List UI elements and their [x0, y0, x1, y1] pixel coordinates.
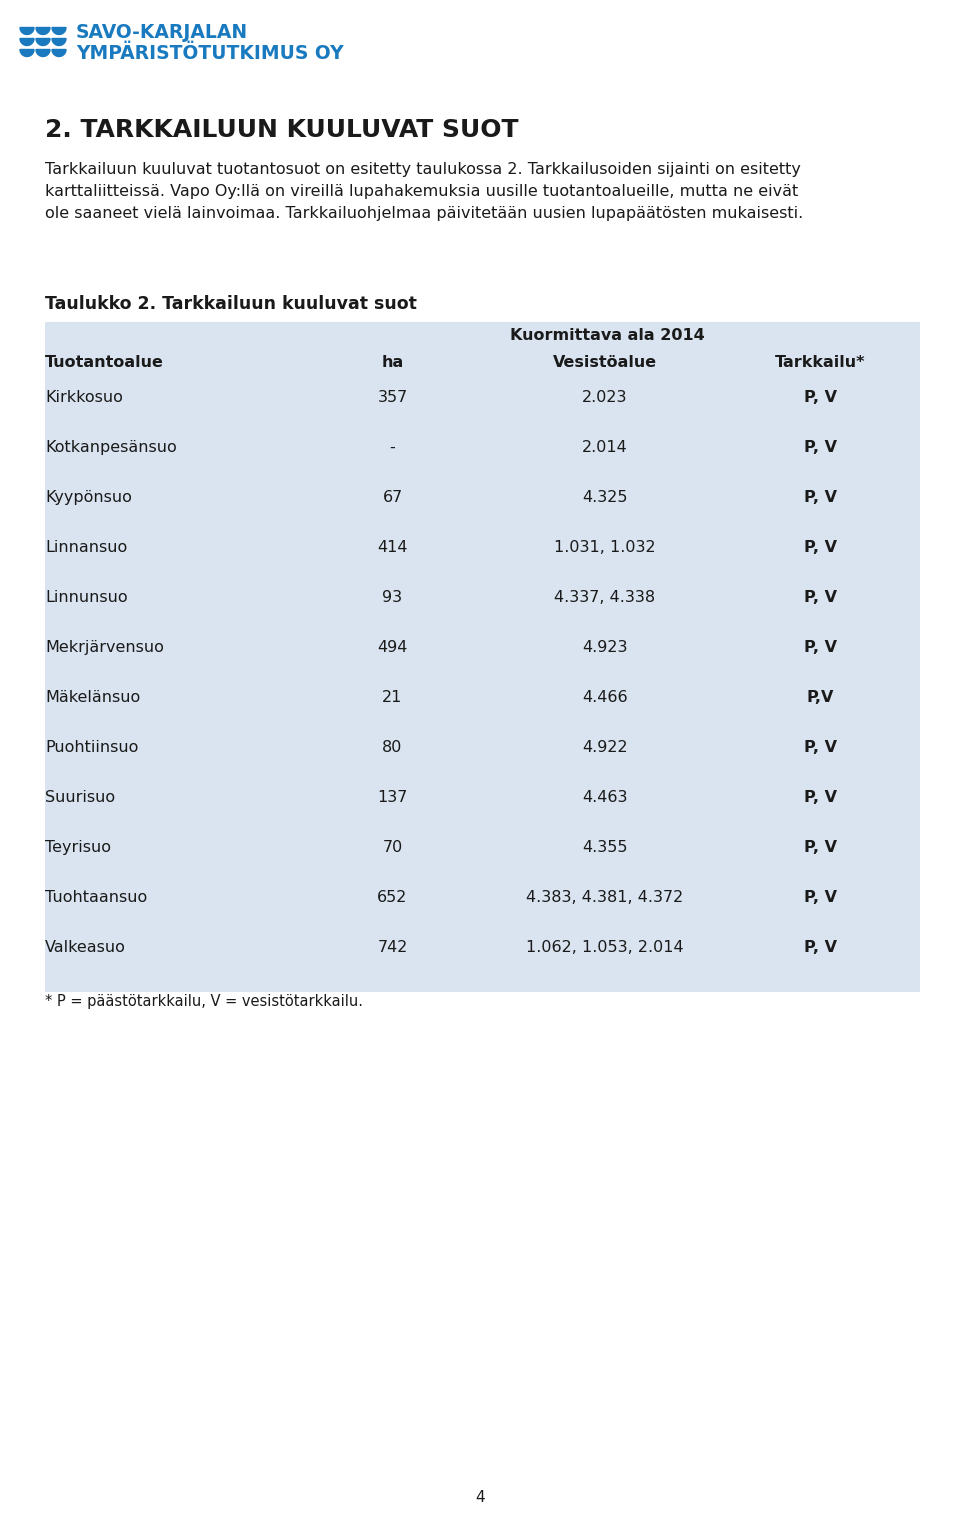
Text: 742: 742: [377, 940, 408, 955]
Text: Kirkkosuo: Kirkkosuo: [45, 390, 123, 406]
Polygon shape: [52, 38, 66, 46]
Bar: [45, 322, 920, 992]
Text: 414: 414: [377, 539, 408, 554]
Text: Mäkelänsuo: Mäkelänsuo: [45, 690, 140, 705]
Text: Tarkkailu*: Tarkkailu*: [775, 355, 865, 371]
Text: 652: 652: [377, 890, 408, 905]
Text: Linnunsuo: Linnunsuo: [45, 589, 128, 605]
Text: ole saaneet vielä lainvoimaa. Tarkkailuohjelmaa päivitetään uusien lupapäätösten: ole saaneet vielä lainvoimaa. Tarkkailuo…: [45, 207, 804, 220]
Text: karttaliitteissä. Vapo Oy:llä on vireillä lupahakemuksia uusille tuotantoalueill: karttaliitteissä. Vapo Oy:llä on vireill…: [45, 184, 799, 199]
Text: P, V: P, V: [804, 589, 836, 605]
Polygon shape: [36, 27, 50, 35]
Text: 1.062, 1.053, 2.014: 1.062, 1.053, 2.014: [526, 940, 684, 955]
Text: Linnansuo: Linnansuo: [45, 539, 128, 554]
Text: 4.337, 4.338: 4.337, 4.338: [555, 589, 656, 605]
Text: P, V: P, V: [804, 740, 836, 755]
Text: P, V: P, V: [804, 840, 836, 855]
Text: 67: 67: [382, 491, 402, 504]
Text: Tarkkailuun kuuluvat tuotantosuot on esitetty taulukossa 2. Tarkkailusoiden sija: Tarkkailuun kuuluvat tuotantosuot on esi…: [45, 163, 801, 178]
Text: P, V: P, V: [804, 491, 836, 504]
Text: P, V: P, V: [804, 441, 836, 456]
Text: 494: 494: [377, 639, 408, 655]
Text: 4.325: 4.325: [583, 491, 628, 504]
Polygon shape: [36, 38, 50, 46]
Text: Kuormittava ala 2014: Kuormittava ala 2014: [510, 328, 705, 343]
Text: 4.463: 4.463: [583, 790, 628, 805]
Polygon shape: [20, 38, 34, 46]
Text: 70: 70: [382, 840, 402, 855]
Text: 4.923: 4.923: [583, 639, 628, 655]
Text: 4.922: 4.922: [582, 740, 628, 755]
Text: 4.383, 4.381, 4.372: 4.383, 4.381, 4.372: [526, 890, 684, 905]
Text: Tuohtaansuo: Tuohtaansuo: [45, 890, 147, 905]
Text: Taulukko 2. Tarkkailuun kuuluvat suot: Taulukko 2. Tarkkailuun kuuluvat suot: [45, 295, 417, 313]
Text: 4.466: 4.466: [582, 690, 628, 705]
Text: P,V: P,V: [806, 690, 833, 705]
Text: YMPÄRISTÖTUTKIMUS OY: YMPÄRISTÖTUTKIMUS OY: [76, 44, 344, 62]
Text: P, V: P, V: [804, 790, 836, 805]
Polygon shape: [20, 50, 34, 56]
Text: -: -: [390, 441, 396, 456]
Polygon shape: [52, 50, 66, 56]
Text: 2.014: 2.014: [582, 441, 628, 456]
Text: 4.355: 4.355: [583, 840, 628, 855]
Text: Valkeasuo: Valkeasuo: [45, 940, 126, 955]
Text: SAVO-KARJALAN: SAVO-KARJALAN: [76, 23, 248, 43]
Text: * P = päästötarkkailu, V = vesistötarkkailu.: * P = päästötarkkailu, V = vesistötarkka…: [45, 993, 363, 1009]
Text: 21: 21: [382, 690, 402, 705]
Text: 357: 357: [377, 390, 408, 406]
Polygon shape: [36, 50, 50, 56]
Text: P, V: P, V: [804, 390, 836, 406]
Text: 4: 4: [475, 1490, 485, 1505]
Text: 93: 93: [382, 589, 402, 605]
Text: Mekrjärvensuo: Mekrjärvensuo: [45, 639, 164, 655]
Text: 2.023: 2.023: [583, 390, 628, 406]
Text: Kotkanpesänsuo: Kotkanpesänsuo: [45, 441, 177, 456]
Text: 2. TARKKAILUUN KUULUVAT SUOT: 2. TARKKAILUUN KUULUVAT SUOT: [45, 118, 518, 141]
Polygon shape: [20, 27, 34, 35]
Text: 137: 137: [377, 790, 408, 805]
Text: Tuotantoalue: Tuotantoalue: [45, 355, 164, 371]
Text: Suurisuo: Suurisuo: [45, 790, 115, 805]
Polygon shape: [52, 27, 66, 35]
Text: P, V: P, V: [804, 539, 836, 554]
Text: P, V: P, V: [804, 890, 836, 905]
Text: 1.031, 1.032: 1.031, 1.032: [554, 539, 656, 554]
Text: P, V: P, V: [804, 940, 836, 955]
Text: Kyyрönsuo: Kyyрönsuo: [45, 491, 132, 504]
Text: Puohtiinsuo: Puohtiinsuo: [45, 740, 138, 755]
Text: Teyrisuo: Teyrisuo: [45, 840, 111, 855]
Text: Vesistöalue: Vesistöalue: [553, 355, 657, 371]
Text: P, V: P, V: [804, 639, 836, 655]
Text: ha: ha: [381, 355, 403, 371]
Text: 80: 80: [382, 740, 402, 755]
